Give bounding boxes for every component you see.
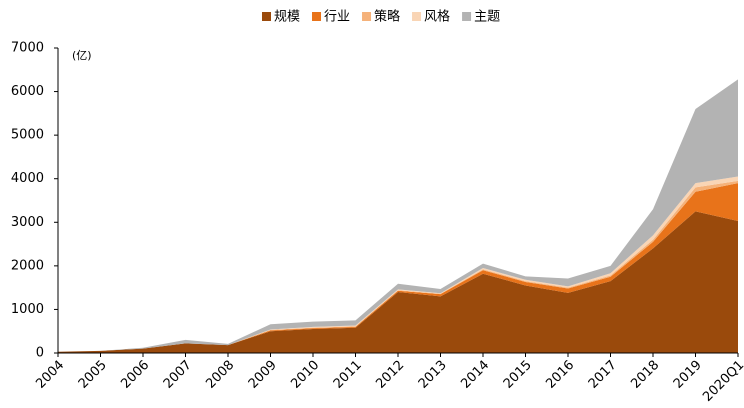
legend-label: 风格 xyxy=(424,9,450,25)
y-tick-label: 6000 xyxy=(11,84,44,99)
x-tick-label: 2020Q1 xyxy=(700,358,744,405)
y-tick-label: 4000 xyxy=(11,171,44,186)
x-tick-label: 2017 xyxy=(586,358,620,392)
legend-label: 行业 xyxy=(324,10,350,25)
x-tick-label: 2007 xyxy=(161,358,195,392)
y-tick-label: 1000 xyxy=(11,302,44,317)
x-tick-label: 2009 xyxy=(246,358,280,392)
x-tick-label: 2016 xyxy=(543,358,577,392)
legend-swatch xyxy=(412,12,422,21)
legend-swatch xyxy=(312,12,322,21)
x-tick-label: 2008 xyxy=(203,358,237,392)
x-tick-label: 2014 xyxy=(458,358,492,392)
x-tick-label: 2004 xyxy=(33,358,67,392)
x-tick-label: 2018 xyxy=(628,358,662,392)
x-tick-label: 2019 xyxy=(671,358,705,392)
area xyxy=(58,211,738,353)
x-tick-label: 2006 xyxy=(118,358,152,392)
legend-swatch xyxy=(262,12,271,21)
legend-swatch xyxy=(362,12,372,21)
y-tick-label: 5000 xyxy=(11,128,44,143)
area xyxy=(58,79,738,352)
legend-swatch xyxy=(462,12,472,21)
legend-label: 规模 xyxy=(274,10,300,25)
y-tick-label: 7000 xyxy=(11,41,44,56)
legend-label: 主题 xyxy=(474,10,500,25)
x-tick-label: 2005 xyxy=(76,358,110,392)
legend-label: 策略 xyxy=(374,9,400,25)
x-tick-label: 2010 xyxy=(288,358,322,392)
x-tick-label: 2011 xyxy=(331,358,365,392)
unit-annotation: (亿) xyxy=(72,49,92,62)
x-tick-label: 2013 xyxy=(416,358,450,392)
y-tick-label: 0 xyxy=(36,346,44,361)
y-tick-label: 2000 xyxy=(11,258,44,273)
x-tick-label: 2015 xyxy=(501,358,535,392)
y-tick-label: 3000 xyxy=(11,215,44,230)
x-tick-label: 2012 xyxy=(373,358,407,392)
